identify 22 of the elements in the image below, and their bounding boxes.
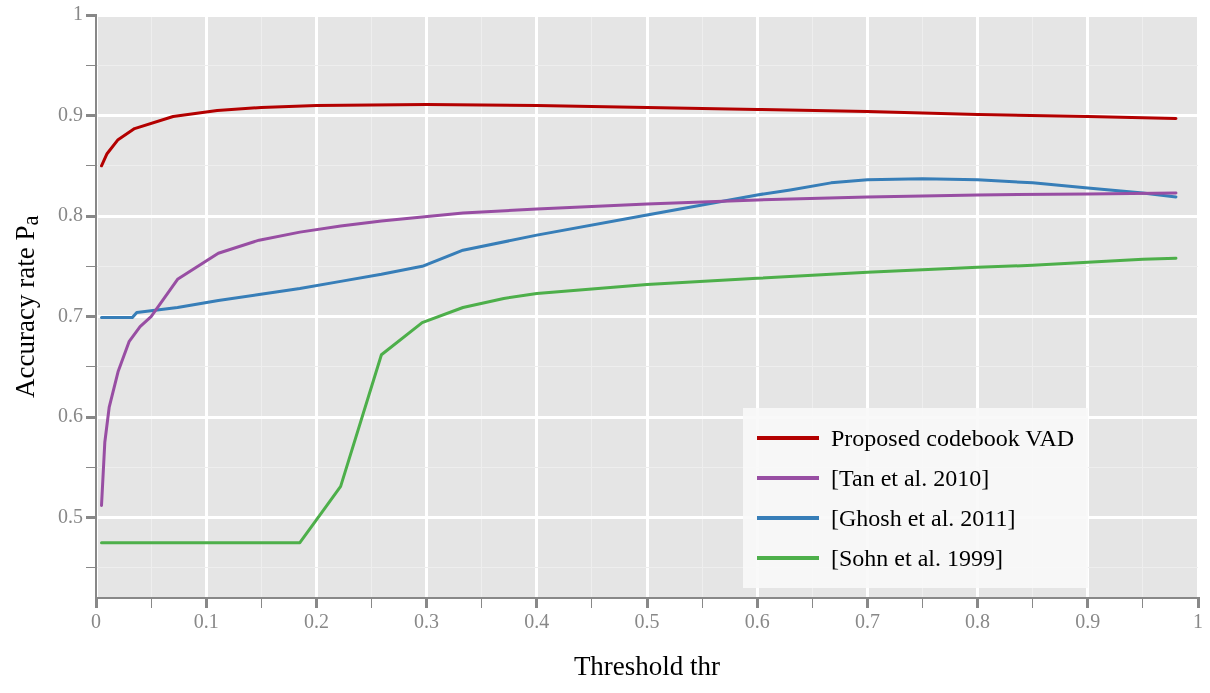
- x-tick-label: 0.9: [1075, 610, 1101, 633]
- x-tick-label: 0.8: [965, 610, 991, 633]
- x-tick-label: 0.3: [414, 610, 440, 633]
- x-tick-label: 0.4: [524, 610, 550, 633]
- legend-label: [Tan et al. 2010]: [831, 464, 990, 492]
- x-tick-label: 1: [1193, 610, 1203, 633]
- y-tick-label: 1: [73, 2, 83, 25]
- y-tick-label: 0.5: [58, 504, 83, 527]
- x-tick-label: 0.5: [634, 610, 660, 633]
- legend-label: [Sohn et al. 1999]: [831, 544, 1003, 572]
- legend-label: [Ghosh et al. 2011]: [831, 504, 1016, 532]
- x-tick-label: 0.2: [303, 610, 329, 633]
- x-tick-label: 0.7: [854, 610, 880, 633]
- y-tick-label: 0.7: [58, 303, 83, 326]
- x-tick-label: 0.6: [744, 610, 770, 633]
- x-axis-title: Threshold thr: [572, 651, 722, 682]
- y-tick-label: 0.6: [58, 404, 83, 427]
- y-tick-label: 0.8: [58, 203, 83, 226]
- y-tick-label: 0.9: [58, 102, 83, 125]
- x-tick-label: 0.1: [193, 610, 219, 633]
- x-tick-label: 0: [91, 610, 101, 633]
- legend-label: Proposed codebook VAD: [831, 424, 1075, 452]
